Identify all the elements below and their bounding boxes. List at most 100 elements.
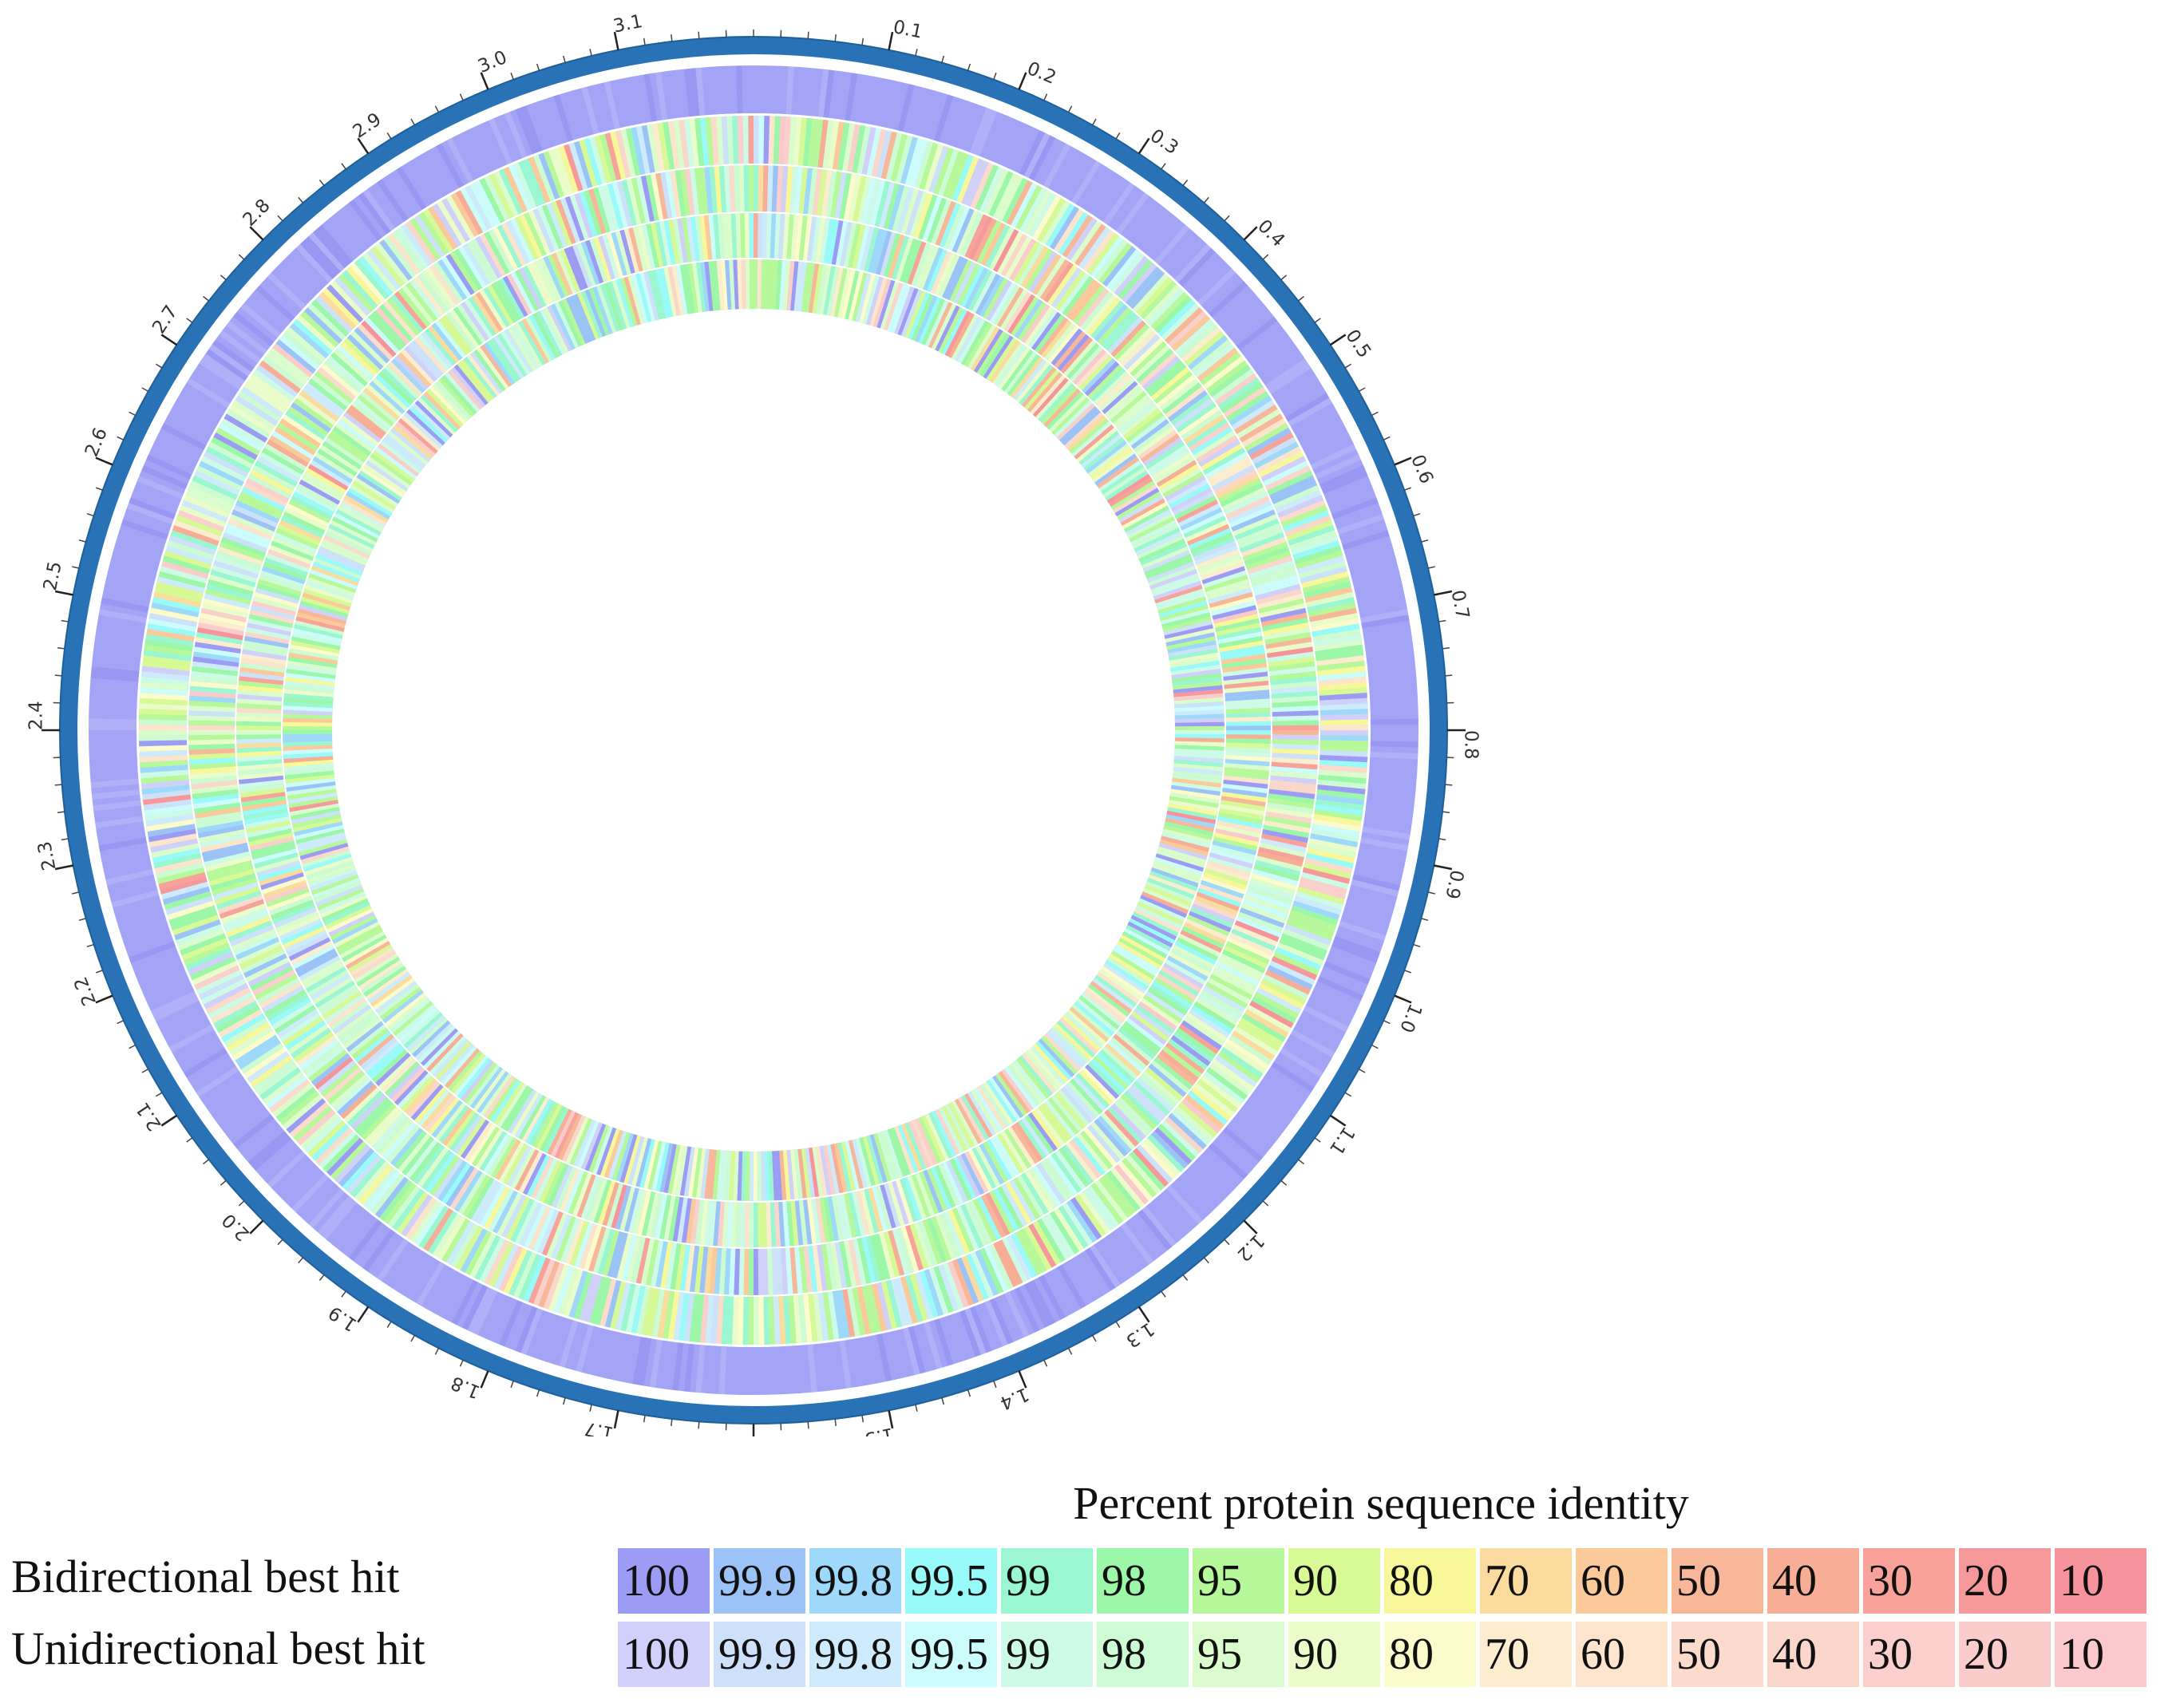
ring-genome-5-segment (873, 1132, 892, 1182)
ring-genome-3-segment (1066, 279, 1098, 319)
ring-genome-2-segment (432, 203, 462, 247)
minor-tick (1371, 411, 1379, 417)
ring-genome-2-segment (1150, 291, 1189, 330)
ring-genome-2-segment (156, 867, 205, 884)
ring-genome-4-segment (417, 1089, 450, 1127)
ring-genome-5-segment (362, 966, 406, 998)
ring-genome-4-segment (1225, 717, 1271, 722)
ring-reference-segment (119, 519, 168, 540)
ring-genome-3-segment (340, 1084, 378, 1120)
ring-genome-5-segment (543, 306, 569, 354)
ring-genome-4-segment (668, 219, 680, 265)
ring-genome-4-segment (611, 1184, 627, 1229)
ring-reference-segment (1285, 392, 1331, 422)
ring-genome-4-segment (1208, 587, 1252, 604)
ring-genome-3-segment (1196, 435, 1238, 464)
ring-genome-3-segment (413, 1144, 445, 1185)
ring-genome-5-segment (1148, 874, 1197, 895)
ring-genome-2-segment (847, 124, 861, 172)
ring-genome-5-segment (580, 290, 603, 338)
minor-tick (915, 49, 918, 57)
ring-genome-4-segment (514, 1149, 540, 1191)
ring-genome-5-segment (1071, 421, 1112, 457)
ring-genome-5-segment (379, 440, 421, 474)
ring-genome-4-segment (1087, 364, 1123, 400)
ring-reference-segment (580, 85, 599, 135)
ring-genome-5-segment (1134, 527, 1181, 552)
ring-genome-2-segment (871, 128, 887, 177)
ring-genome-3-segment (1272, 753, 1319, 761)
ring-genome-5-segment (979, 333, 1011, 377)
ring-genome-5-segment (285, 673, 335, 683)
ring-genome-4-segment (811, 216, 821, 263)
ring-genome-5-segment (1021, 1053, 1057, 1094)
ring-genome-5-segment (1159, 839, 1209, 856)
ring-genome-4-segment (375, 373, 411, 409)
ring-genome-5-segment (908, 1120, 930, 1168)
ring-genome-3-segment (394, 1130, 427, 1170)
ring-genome-2-segment (366, 249, 401, 290)
ring-genome-2-segment (153, 591, 202, 608)
ring-genome-2-segment (1074, 223, 1106, 267)
ring-genome-2-segment (778, 116, 786, 164)
ring-genome-5-segment (1021, 366, 1057, 408)
ring-genome-2-segment (1282, 510, 1330, 532)
ring-genome-2-segment (296, 1109, 336, 1146)
ring-genome-4-segment (1102, 381, 1138, 414)
ring-reference-segment (254, 284, 295, 322)
ring-genome-2-segment (358, 1164, 394, 1205)
ring-genome-4-segment (1047, 1097, 1079, 1136)
ring-genome-2-segment (484, 176, 510, 221)
ring-genome-3-segment (429, 1155, 460, 1196)
ring-genome-5-segment (1173, 756, 1224, 764)
ring-genome-2-segment (1086, 1185, 1119, 1227)
ring-genome-2-segment (636, 125, 651, 174)
ring-genome-2-segment (1177, 322, 1218, 359)
ring-genome-5-segment (283, 749, 333, 755)
ring-genome-2-segment (573, 1272, 593, 1320)
ring-genome-5-segment (1010, 356, 1044, 398)
ring-genome-3-segment (918, 194, 938, 240)
ring-genome-3-segment (371, 310, 407, 348)
ring-genome-4-segment (319, 445, 360, 473)
ring-genome-2-segment (161, 881, 209, 900)
ring-genome-4-segment (269, 895, 313, 916)
ring-genome-3-segment (326, 1070, 366, 1105)
ring-genome-5-segment (497, 333, 528, 377)
ring-genome-3-segment (909, 1223, 928, 1270)
ring-genome-4-segment (1200, 879, 1244, 899)
ring-genome-3-segment (1272, 748, 1319, 755)
ring-genome-4-segment (543, 1161, 565, 1205)
minor-tick (61, 619, 69, 622)
ring-genome-3-segment (1066, 1141, 1098, 1182)
ring-genome-2-segment (1002, 1237, 1028, 1283)
ring-genome-5-segment (1137, 535, 1184, 559)
ring-genome-3-segment (1100, 1112, 1136, 1151)
ring-genome-5-segment (1019, 1055, 1054, 1096)
ring-genome-4-segment (1123, 408, 1161, 440)
ring-genome-5-segment (911, 294, 934, 342)
legend-swatch-bidirectional-100: 100 (618, 1548, 710, 1614)
ring-reference-segment (934, 93, 955, 142)
ring-genome-3-segment (196, 632, 243, 645)
ring-genome-2-segment (673, 120, 685, 169)
ring-genome-3-segment (191, 780, 238, 789)
ring-genome-4-segment (607, 233, 623, 278)
ring-genome-4-segment (835, 220, 849, 266)
ring-genome-5-segment (1173, 685, 1223, 693)
ring-genome-4-segment (526, 1155, 551, 1197)
ring-genome-4-segment (274, 532, 318, 554)
ring-genome-4-segment (628, 227, 643, 272)
ring-genome-2-segment (1267, 965, 1313, 990)
ring-genome-3-segment (190, 775, 237, 784)
ring-genome-4-segment (239, 676, 284, 686)
ring-genome-3-segment (767, 165, 774, 212)
ring-genome-4-segment (1188, 911, 1232, 933)
ring-genome-2-segment (553, 1266, 574, 1314)
ring-genome-5-segment (312, 877, 361, 899)
ring-genome-5-segment (385, 992, 426, 1027)
ring-genome-3-segment (471, 1179, 498, 1223)
ring-genome-2-segment (286, 326, 326, 362)
ring-genome-5-segment (1041, 1036, 1078, 1075)
ring-genome-2-segment (318, 291, 357, 330)
